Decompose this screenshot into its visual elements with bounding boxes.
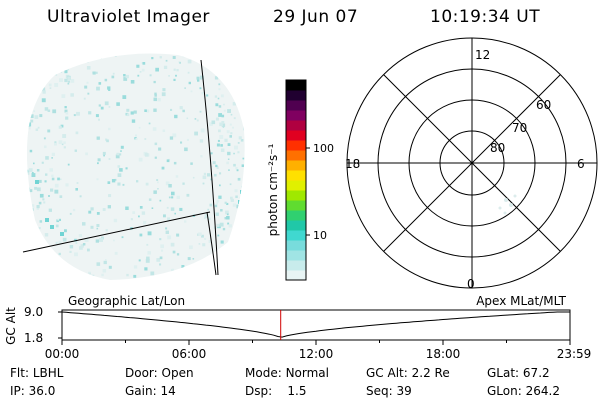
status-glat: GLat: 67.2 xyxy=(487,366,550,380)
lat-label-70: 70 xyxy=(512,121,527,135)
colorbar: 100 10 photon cm⁻²s⁻¹ xyxy=(266,79,334,281)
colorbar-cell xyxy=(286,170,306,181)
earth-image xyxy=(22,53,245,280)
colorbar-cell xyxy=(286,140,306,151)
status-gain: Gain: 14 xyxy=(125,384,176,398)
status-ip: IP: 36.0 xyxy=(10,384,56,398)
colorbar-cell xyxy=(286,250,306,261)
colorbar-cell xyxy=(286,260,306,271)
colorbar-cell xyxy=(286,80,306,91)
terminator-line xyxy=(200,59,219,276)
colorbar-cell xyxy=(286,90,306,101)
colorbar-cell xyxy=(286,220,306,231)
altitude-timeline xyxy=(58,309,571,345)
polar-plot xyxy=(346,37,598,289)
mlt-label-12: 12 xyxy=(475,48,490,62)
colorbar-cell xyxy=(286,180,306,191)
colorbar-cell xyxy=(286,190,306,201)
status-seq: Seq: 39 xyxy=(366,384,412,398)
colorbar-cell xyxy=(286,120,306,131)
colorbar-cell xyxy=(286,100,306,111)
observation-time: 10:19:34 UT xyxy=(430,7,541,27)
x-tick-label-1200: 12:00 xyxy=(299,347,334,361)
colorbar-cell xyxy=(286,270,306,281)
colorbar-cell xyxy=(286,200,306,211)
colorbar-cell xyxy=(286,230,306,241)
colorbar-tick-label-100: 100 xyxy=(313,142,334,155)
latitude-line xyxy=(22,211,211,253)
mlt-label-0: 0 xyxy=(467,277,475,291)
mlt-label-18: 18 xyxy=(345,157,360,171)
colorbar-cell xyxy=(286,210,306,221)
observation-date: 29 Jun 07 xyxy=(273,7,359,27)
earth-disk xyxy=(26,53,245,280)
timeline-frame xyxy=(61,309,571,341)
x-tick-label-0000: 00:00 xyxy=(45,347,80,361)
x-tick-label-0600: 06:00 xyxy=(172,347,207,361)
x-tick-label-1800: 18:00 xyxy=(426,347,461,361)
polar-faint-emission xyxy=(498,194,517,215)
y-tick-label-1.8: 1.8 xyxy=(24,331,43,345)
colorbar-tick-label-10: 10 xyxy=(313,229,327,242)
colorbar-cell xyxy=(286,240,306,251)
status-gc-alt: GC Alt: 2.2 Re xyxy=(366,366,450,380)
mlt-label-6: 6 xyxy=(577,157,585,171)
lat-label-60: 60 xyxy=(536,98,551,112)
colorbar-cell xyxy=(286,130,306,141)
altitude-curve xyxy=(61,311,570,338)
status-mode: Mode: Normal xyxy=(245,366,329,380)
colorbar-cell xyxy=(286,150,306,161)
status-door: Door: Open xyxy=(125,366,194,380)
timeline-left-label: Geographic Lat/Lon xyxy=(68,294,185,308)
status-filter: Flt: LBHL xyxy=(10,366,64,380)
y-tick-label-9: 9.0 xyxy=(24,305,43,319)
colorbar-gradient xyxy=(286,80,306,281)
status-glon: GLon: 264.2 xyxy=(487,384,560,398)
meridian-segment xyxy=(206,211,217,276)
lat-label-80: 80 xyxy=(490,141,505,155)
colorbar-unit-label: photon cm⁻²s⁻¹ xyxy=(266,143,280,236)
colorbar-cell xyxy=(286,160,306,171)
timeline-right-label: Apex MLat/MLT xyxy=(476,294,566,308)
colorbar-frame xyxy=(285,79,307,281)
polar-diagonal-2 xyxy=(383,74,561,252)
status-dsp: Dsp: 1.5 xyxy=(245,384,307,398)
x-tick-label-2359: 23:59 xyxy=(557,347,592,361)
instrument-title: Ultraviolet Imager xyxy=(47,7,210,27)
timeline-axis-label: GC Alt xyxy=(4,307,18,345)
colorbar-cell xyxy=(286,110,306,121)
